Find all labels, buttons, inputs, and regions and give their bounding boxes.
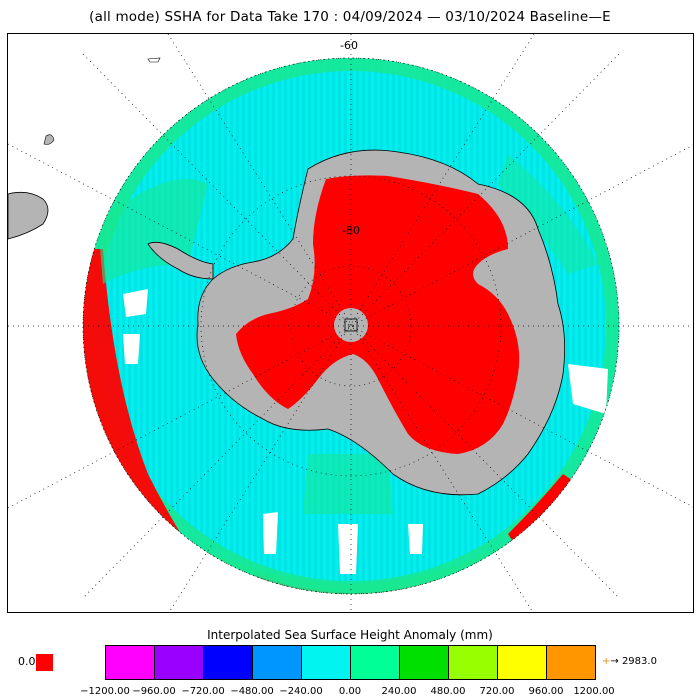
colorbar-ticks: −1200.00 −960.00 −720.00 −480.00 −240.00…: [0, 686, 700, 700]
colorbar-swatch: [547, 646, 595, 679]
tick-label: 240.00: [381, 686, 417, 697]
nodata-band-left: [83, 249, 208, 594]
colorbar-swatch: [302, 646, 351, 679]
tick-label: 720.00: [479, 686, 515, 697]
zero-swatch: [36, 654, 53, 671]
tick-label: 480.00: [430, 686, 466, 697]
lat-label-80: -80: [342, 224, 360, 237]
colorbar: [105, 645, 596, 680]
overflow-label: +→ 2983.0: [602, 656, 657, 667]
arrow-right-icon: +: [602, 656, 611, 667]
antarctic-peninsula: [147, 241, 214, 280]
lat-label-60: -60: [340, 39, 358, 52]
colorbar-swatch: [449, 646, 498, 679]
tick-label: −720.00: [181, 686, 225, 697]
tick-label: −480.00: [230, 686, 274, 697]
tick-label: −960.00: [132, 686, 176, 697]
colorbar-swatch: [106, 646, 155, 679]
map-canvas: [8, 34, 693, 612]
colorbar-swatch: [253, 646, 302, 679]
colorbar-swatch: [351, 646, 400, 679]
colorbar-swatch: [400, 646, 449, 679]
zero-label: 0.0: [18, 655, 36, 668]
tick-label: 1200.00: [573, 686, 615, 697]
tick-label: −1200.00: [80, 686, 130, 697]
tick-label: 0.00: [338, 686, 362, 697]
tick-label: 960.00: [528, 686, 564, 697]
nodata-interior: [236, 175, 520, 454]
colorbar-swatch: [204, 646, 253, 679]
colorbar-swatch: [498, 646, 547, 679]
tick-label: −240.00: [279, 686, 323, 697]
polar-map[interactable]: -60 -80: [7, 33, 694, 613]
colorbar-swatch: [155, 646, 204, 679]
plot-title: (all mode) SSHA for Data Take 170 : 04/0…: [89, 9, 611, 25]
legend-title: Interpolated Sea Surface Height Anomaly …: [207, 628, 493, 642]
south-america-tip: [8, 191, 49, 240]
